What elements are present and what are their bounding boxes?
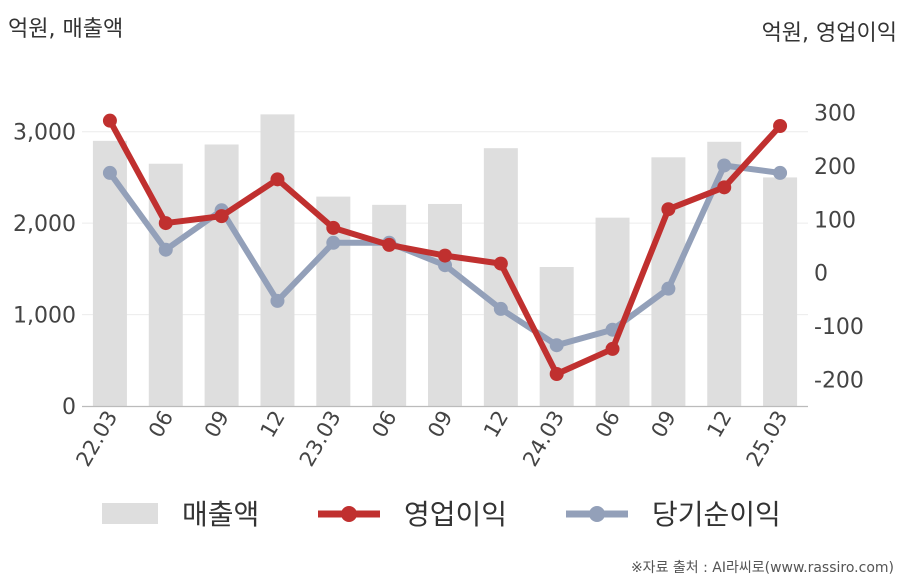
legend: 매출액 영업이익 당기순이익 (102, 498, 781, 531)
x-tick-label: 09 (647, 407, 681, 442)
right-tick-label: 200 (814, 155, 856, 180)
point-operating-profit (382, 237, 397, 252)
point-operating-profit (326, 220, 341, 235)
legend-marker-operating-profit (341, 506, 357, 522)
bar-revenue (428, 203, 462, 406)
bar-revenue (763, 177, 798, 406)
legend-label-net-income: 당기순이익 (652, 498, 781, 531)
point-net-income (270, 293, 285, 308)
bar-revenue (92, 140, 127, 406)
point-operating-profit (438, 248, 452, 263)
x-tick-label: 09 (423, 407, 457, 442)
legend-label-revenue: 매출액 (182, 498, 259, 531)
x-tick-label: 12 (702, 407, 736, 442)
x-tick-label: 06 (144, 407, 178, 442)
point-net-income (438, 258, 452, 273)
x-tick-label: 24.03 (518, 407, 569, 471)
right-axis-ticks: -200 -100 0 100 200 300 (814, 102, 864, 394)
legend-marker-net-income (589, 506, 605, 522)
x-tick-label: 23.03 (295, 407, 346, 471)
right-tick-label: -100 (814, 315, 864, 340)
point-operating-profit (214, 209, 229, 224)
point-net-income (326, 235, 341, 250)
point-operating-profit (773, 119, 788, 133)
bar-revenue (483, 148, 518, 406)
bar-revenue (372, 204, 407, 406)
right-tick-label: -200 (814, 368, 864, 393)
point-operating-profit (158, 216, 173, 231)
point-operating-profit (102, 113, 117, 128)
right-tick-label: 300 (814, 102, 856, 127)
point-net-income (773, 165, 788, 180)
point-operating-profit (549, 367, 564, 381)
point-net-income (661, 281, 676, 296)
line-series (102, 113, 788, 381)
point-net-income (717, 158, 732, 173)
left-tick-label: 3,000 (13, 121, 76, 146)
bar-revenue (595, 217, 630, 406)
legend-item-net-income: 당기순이익 (566, 498, 781, 531)
x-tick-label: 12 (479, 407, 513, 442)
left-tick-label: 0 (62, 395, 76, 420)
point-operating-profit (605, 341, 620, 356)
point-operating-profit (493, 256, 508, 271)
x-tick-label: 22.03 (71, 407, 122, 471)
bar-revenue (260, 114, 295, 406)
x-axis-ticks: 22.03 06 09 12 23.03 06 09 12 24.03 06 09 12 25.03 (71, 407, 792, 471)
legend-swatch-revenue (102, 503, 158, 524)
left-tick-label: 1,000 (13, 304, 76, 329)
point-net-income (549, 338, 564, 353)
point-net-income (102, 165, 117, 180)
left-axis-ticks: 0 1,000 2,000 3,000 (13, 121, 76, 420)
legend-item-operating-profit: 영업이익 (318, 498, 507, 531)
legend-item-revenue: 매출액 (102, 498, 259, 531)
point-net-income (158, 242, 173, 257)
x-tick-label: 06 (367, 407, 401, 442)
bar-revenue (204, 144, 239, 406)
legend-label-operating-profit: 영업이익 (404, 498, 507, 531)
right-tick-label: 0 (814, 262, 828, 287)
right-axis-unit: 억원, 영업이익 (762, 21, 897, 46)
source-note: ※자료 출처 : AI라씨로(www.rassiro.com) (631, 560, 894, 576)
x-tick-label: 12 (256, 407, 290, 442)
left-axis-unit: 억원, 매출액 (8, 17, 123, 42)
point-operating-profit (661, 202, 676, 217)
x-tick-label: 06 (591, 407, 625, 442)
left-tick-label: 2,000 (13, 212, 76, 237)
point-operating-profit (270, 172, 285, 187)
right-tick-label: 100 (814, 208, 856, 233)
point-operating-profit (717, 180, 732, 195)
x-tick-label: 25.03 (742, 407, 793, 471)
point-net-income (493, 301, 508, 316)
x-tick-label: 09 (200, 407, 234, 442)
